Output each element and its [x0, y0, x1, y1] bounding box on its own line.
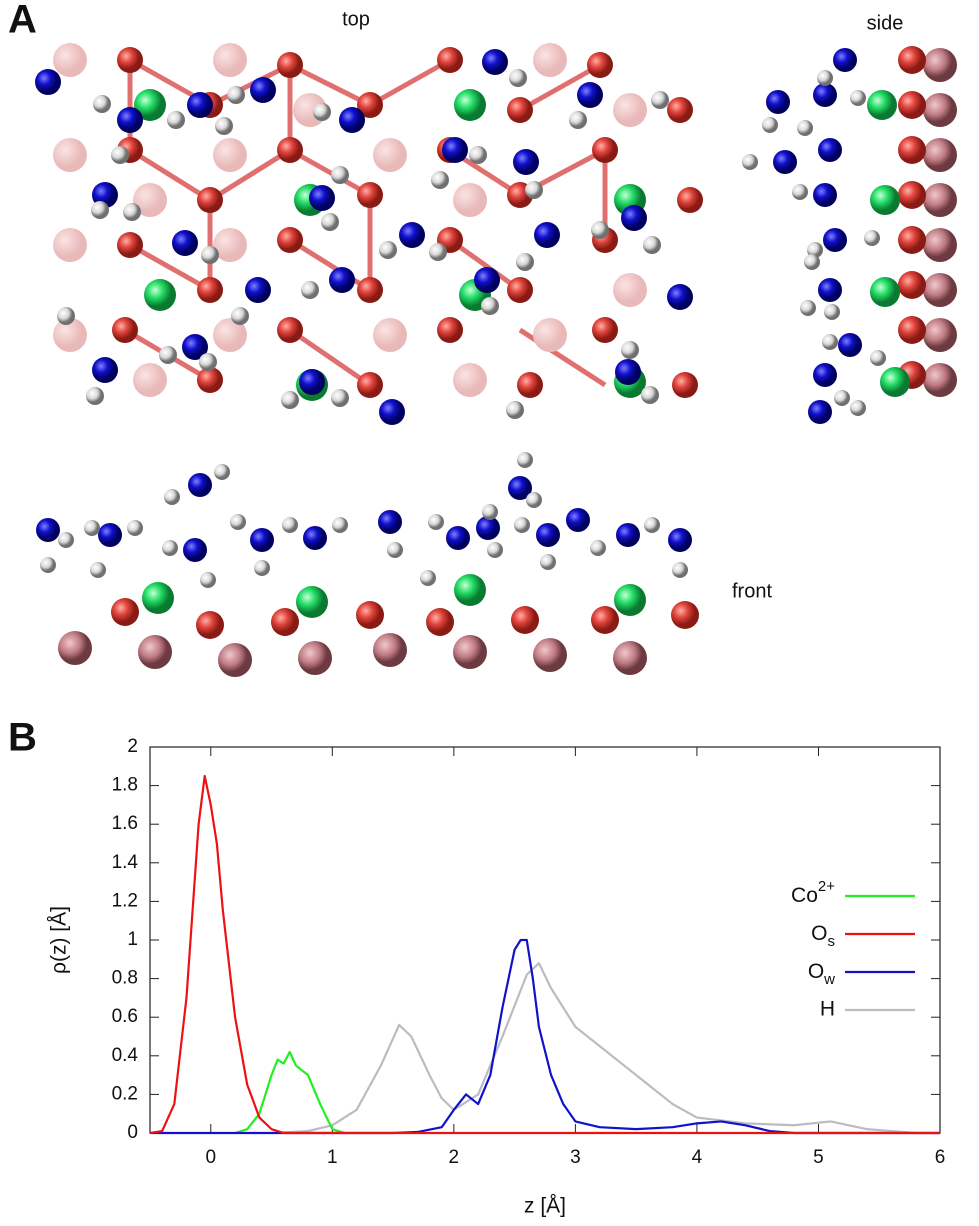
front-view [36, 452, 699, 677]
view-label: front [732, 580, 772, 602]
view-label: top [342, 8, 370, 30]
y-tick-label: 0 [127, 1122, 138, 1143]
oxygen-atoms [112, 47, 703, 398]
x-tick-label: 6 [935, 1147, 946, 1168]
panel-label: B [8, 716, 37, 760]
surface-atoms [53, 43, 647, 397]
y-tick-label: 1.2 [112, 890, 138, 911]
y-tick-label: 1.8 [112, 775, 138, 796]
series-line [149, 774, 940, 1135]
y-tick-label: 0.6 [112, 1006, 138, 1027]
x-tick-label: 0 [205, 1147, 216, 1168]
panel-label: A [8, 0, 37, 42]
hydrogen-atoms [57, 69, 669, 419]
water-oxygen [35, 49, 693, 425]
series-line [234, 1050, 345, 1135]
x-tick-label: 2 [449, 1147, 460, 1168]
legend-label: Os [811, 922, 835, 951]
view-label: side [867, 12, 904, 34]
surface-atoms [867, 46, 957, 397]
x-tick-label: 1 [327, 1147, 338, 1168]
legend-label: H [820, 998, 835, 1021]
water [36, 452, 692, 588]
series-line [150, 938, 940, 1135]
plot: 0 1 2 3 4 5 6 0 0.2 0.4 0.6 0.8 1 1.2 1.4 1.6 1.8 2 Co2+ Os… [112, 736, 946, 1168]
y-tick-label: 2 [127, 736, 138, 757]
y-tick-label: 1.4 [112, 852, 139, 873]
side-view [742, 46, 957, 424]
top-view [35, 43, 703, 425]
x-tick-label: 4 [692, 1147, 703, 1168]
y-tick-label: 0.8 [112, 968, 138, 989]
y-tick-label: 0.2 [112, 1083, 138, 1104]
x-tick-label: 3 [570, 1147, 581, 1168]
surface-atoms [58, 574, 699, 677]
legend-label: Ow [808, 960, 835, 989]
legend-label: Co2+ [791, 878, 835, 906]
x-axis-label: z [Å] [524, 1195, 566, 1218]
y-tick-label: 1 [127, 929, 138, 950]
series-line [271, 962, 940, 1135]
water [742, 48, 886, 424]
y-axis-label: ρ(z) [Å] [48, 906, 71, 974]
x-tick-label: 5 [813, 1147, 824, 1168]
y-tick-label: 0.4 [112, 1045, 139, 1066]
y-tick-label: 1.6 [112, 813, 138, 834]
